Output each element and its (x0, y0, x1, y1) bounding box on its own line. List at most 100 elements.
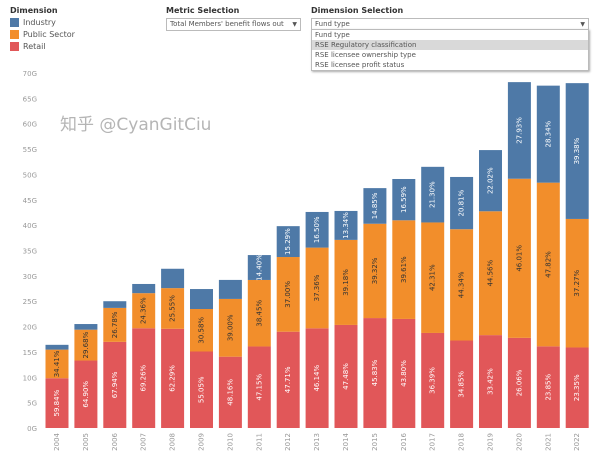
bar-segment-industry[interactable] (536, 85, 560, 183)
bar-segment-public-sector[interactable] (247, 279, 271, 347)
bar-segment-industry[interactable] (479, 150, 502, 212)
bar-segment-retail[interactable] (565, 347, 589, 428)
option-rse-regulatory-classification[interactable]: RSE Regulatory classification (312, 40, 588, 50)
bar-segment-public-sector[interactable] (103, 307, 127, 342)
data-label: 20.81% (458, 189, 466, 216)
bar-segment-public-sector[interactable] (479, 211, 502, 336)
dimension-selection-label: Dimension Selection (311, 6, 404, 15)
bar-segment-retail[interactable] (450, 340, 474, 428)
bar-segment-industry[interactable] (363, 188, 387, 224)
y-tick-label: 15G (23, 349, 37, 357)
x-tick-label: 2018 (458, 433, 466, 451)
bar-segment-public-sector[interactable] (450, 229, 474, 341)
data-label: 23.35% (573, 374, 581, 401)
data-label: 45.83% (371, 359, 379, 386)
data-label: 67.94% (111, 371, 119, 398)
bar-segment-industry[interactable] (334, 210, 358, 240)
data-label: 62.29% (169, 365, 177, 392)
bar-segment-public-sector[interactable] (507, 178, 531, 338)
y-tick-label: 5G (27, 400, 37, 408)
bar-segment-industry[interactable] (45, 344, 69, 350)
bar-segment-industry[interactable] (161, 268, 185, 289)
bar-segment-retail[interactable] (218, 356, 242, 428)
x-tick-label: 2005 (82, 433, 90, 451)
bar-segment-industry[interactable] (103, 301, 127, 308)
legend-item-retail[interactable]: Retail (10, 42, 75, 51)
bar-segment-public-sector[interactable] (276, 257, 300, 332)
bar-segment-public-sector[interactable] (421, 222, 445, 333)
bar-segment-retail[interactable] (247, 346, 271, 428)
y-tick-label: 30G (23, 273, 37, 281)
bar-segment-public-sector[interactable] (74, 329, 98, 361)
bar-segment-industry[interactable] (305, 211, 329, 248)
data-label: 30.58% (198, 317, 206, 344)
x-tick-label: 2009 (198, 433, 206, 451)
data-label: 27.93% (515, 117, 523, 144)
data-label: 37.00% (284, 281, 292, 308)
bar-segment-retail[interactable] (363, 318, 387, 428)
bar-segment-retail[interactable] (74, 360, 98, 428)
bar-segment-retail[interactable] (190, 351, 213, 428)
bar-segment-public-sector[interactable] (536, 182, 560, 347)
data-label: 39.18% (342, 269, 350, 296)
option-rse-licensee-ownership-type[interactable]: RSE licensee ownership type (315, 51, 416, 59)
x-tick-label: 2008 (169, 433, 177, 451)
data-label: 26.78% (111, 311, 119, 338)
bar-segment-public-sector[interactable] (334, 239, 358, 325)
bar-segment-retail[interactable] (161, 328, 185, 428)
bar-segment-retail[interactable] (536, 346, 560, 428)
chevron-down-icon: ▼ (580, 21, 585, 28)
data-label: 37.27% (573, 270, 581, 297)
bar-segment-retail[interactable] (334, 324, 358, 428)
bar-segment-retail[interactable] (276, 331, 300, 428)
bar-segment-public-sector[interactable] (190, 309, 213, 352)
legend-item-public-sector[interactable]: Public Sector (10, 30, 75, 39)
data-label: 14.85% (371, 192, 379, 219)
bar-segment-retail[interactable] (507, 337, 531, 428)
option-rse-licensee-profit-status[interactable]: RSE licensee profit status (315, 61, 405, 69)
bar-segment-industry[interactable] (247, 255, 271, 280)
bar-segment-retail[interactable] (103, 341, 127, 428)
bar-segment-retail[interactable] (421, 332, 445, 428)
bar-segment-public-sector[interactable] (218, 298, 242, 357)
data-label: 47.71% (284, 366, 292, 393)
bar-segment-industry[interactable] (276, 226, 300, 258)
x-tick-label: 2013 (313, 433, 321, 451)
legend: Dimension Industry Public Sector Retail (10, 6, 75, 54)
bar-segment-industry[interactable] (565, 83, 589, 219)
data-label: 48.16% (226, 379, 234, 406)
x-tick-label: 2010 (226, 433, 234, 451)
data-label: 39.32% (371, 257, 379, 284)
data-label: 44.34% (458, 271, 466, 298)
option-fund-type[interactable]: Fund type (315, 31, 350, 39)
x-tick-label: 2014 (342, 432, 350, 450)
bar-segment-industry[interactable] (392, 178, 416, 221)
bar-segment-public-sector[interactable] (305, 247, 329, 329)
bar-segment-industry[interactable] (132, 283, 156, 294)
bar-segment-public-sector[interactable] (45, 349, 69, 379)
y-tick-label: 50G (23, 171, 37, 179)
bar-segment-public-sector[interactable] (161, 288, 185, 329)
legend-item-industry[interactable]: Industry (10, 18, 75, 27)
y-tick-label: 0G (27, 425, 37, 433)
bar-segment-retail[interactable] (45, 378, 69, 428)
bar-segment-industry[interactable] (74, 324, 98, 330)
bar-segment-industry[interactable] (190, 289, 213, 310)
metric-select[interactable]: Total Members' benefit flows out ▼ (166, 18, 301, 31)
bar-segment-retail[interactable] (479, 335, 502, 428)
bar-segment-industry[interactable] (450, 176, 474, 230)
y-tick-label: 40G (23, 222, 37, 230)
y-tick-label: 20G (23, 324, 37, 332)
bar-segment-retail[interactable] (392, 318, 416, 428)
bar-segment-public-sector[interactable] (132, 293, 156, 329)
bar-segment-retail[interactable] (305, 328, 329, 428)
bar-segment-industry[interactable] (218, 279, 242, 299)
industry-swatch (10, 18, 19, 27)
bar-segment-industry[interactable] (507, 82, 531, 179)
bar-segment-public-sector[interactable] (363, 223, 387, 319)
bar-segment-public-sector[interactable] (565, 218, 589, 348)
data-label: 37.36% (313, 274, 321, 301)
bar-segment-industry[interactable] (421, 166, 445, 223)
bar-segment-retail[interactable] (132, 328, 156, 428)
bar-segment-public-sector[interactable] (392, 220, 416, 319)
